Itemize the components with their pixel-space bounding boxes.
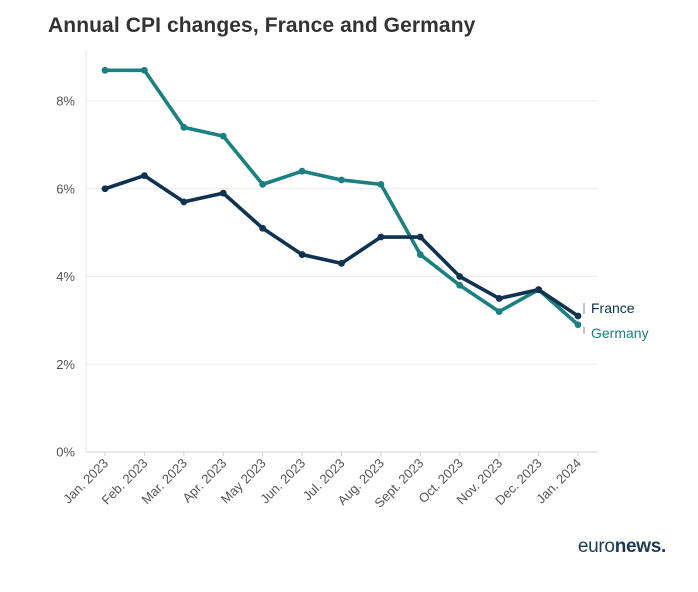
data-point-germany xyxy=(574,321,582,329)
data-point-germany xyxy=(180,123,188,131)
data-point-france xyxy=(416,233,424,241)
data-point-germany xyxy=(141,66,148,74)
data-point-france xyxy=(141,172,148,179)
data-point-germany xyxy=(219,132,227,140)
series-label-france: France xyxy=(591,300,635,316)
data-point-germany xyxy=(259,180,267,188)
data-point-france xyxy=(338,259,345,267)
chart-title: Annual CPI changes, France and Germany xyxy=(48,14,476,37)
data-point-germany xyxy=(495,308,503,315)
data-point-france xyxy=(180,198,188,206)
data-point-france xyxy=(259,224,267,232)
data-point-germany xyxy=(377,180,385,188)
data-point-france xyxy=(298,251,306,258)
data-point-france xyxy=(101,185,109,193)
series-label-germany: Germany xyxy=(591,325,649,341)
data-point-germany xyxy=(338,176,345,184)
data-point-france xyxy=(574,312,582,320)
y-tick-label: 6% xyxy=(56,181,75,196)
data-point-germany xyxy=(456,281,464,289)
data-point-france xyxy=(495,295,503,302)
data-point-germany xyxy=(101,66,109,74)
data-point-france xyxy=(377,233,385,241)
y-tick-label: 0% xyxy=(56,445,75,460)
series-line-france xyxy=(103,173,580,318)
data-point-france xyxy=(219,189,227,197)
y-tick-label: 8% xyxy=(56,94,75,109)
data-point-france xyxy=(535,286,542,294)
euronews-logo: euronews. xyxy=(577,536,666,557)
data-point-germany xyxy=(298,167,306,175)
y-tick-label: 4% xyxy=(56,269,75,284)
data-point-germany xyxy=(416,251,424,258)
data-point-france xyxy=(456,273,464,280)
y-tick-label: 2% xyxy=(56,357,75,372)
